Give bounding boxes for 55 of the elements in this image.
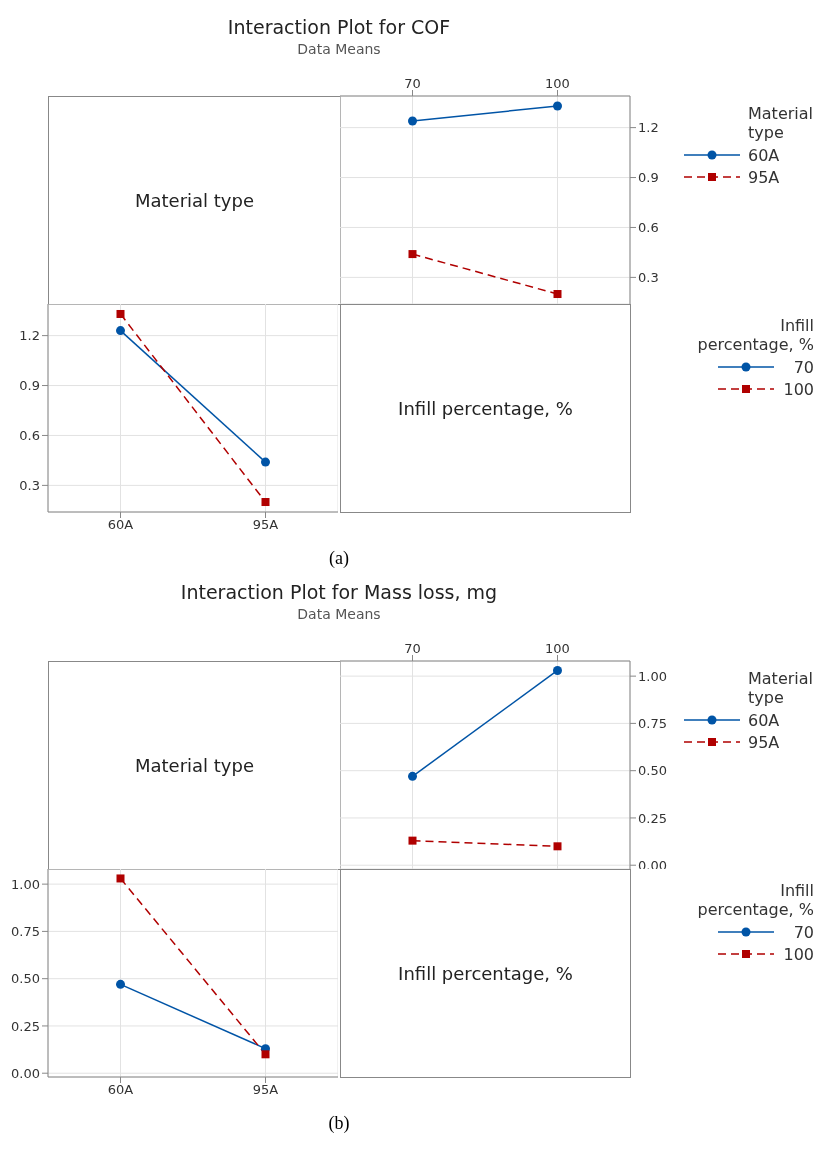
point <box>116 309 125 318</box>
y-tick-label: 0.9 <box>638 170 659 186</box>
text: 100 <box>783 944 814 964</box>
y-tick-label: 0.50 <box>638 763 667 779</box>
legend-label: 60A <box>747 145 781 165</box>
chart-subtitle: Data Means <box>296 606 382 622</box>
chart-title: Interaction Plot for COF <box>226 16 452 38</box>
point <box>261 1050 270 1059</box>
y-tick-label: 0.00 <box>638 857 667 873</box>
point <box>408 836 417 845</box>
point <box>553 842 562 851</box>
legend-label: 60A <box>747 710 781 730</box>
point <box>408 771 417 781</box>
point <box>116 874 125 883</box>
y-tick-label: 0.25 <box>11 1018 40 1034</box>
point <box>261 498 270 507</box>
y-tick-label: 0.75 <box>638 716 667 732</box>
point <box>553 101 562 111</box>
text: Infill percentage, % <box>697 316 814 354</box>
text: Infill percentage, % <box>697 881 814 919</box>
point <box>553 290 562 299</box>
y-tick-label: 0.6 <box>19 428 40 444</box>
y-tick-label: 0.75 <box>11 924 40 940</box>
y-tick-label: 0.3 <box>638 269 659 285</box>
y-tick-label: 0.25 <box>638 810 667 826</box>
chart-title: Interaction Plot for Mass loss, mg <box>179 581 499 603</box>
y-tick-label: 1.00 <box>11 876 40 892</box>
label-box: Infill percentage, % <box>340 869 631 1078</box>
legend-title: Material type <box>747 669 814 707</box>
text: 100 <box>783 379 814 399</box>
y-tick-label: 1.00 <box>638 668 667 684</box>
point <box>408 116 417 126</box>
y-tick-label: 1.2 <box>638 120 659 136</box>
y-tick-label: 0.00 <box>11 1065 40 1081</box>
legend-label: 95A <box>747 167 781 187</box>
y-tick-label: 1.2 <box>19 328 40 344</box>
label-box: Infill percentage, % <box>340 304 631 513</box>
point <box>116 326 125 336</box>
text: 70 <box>793 922 814 942</box>
point <box>261 457 270 467</box>
point <box>116 979 125 989</box>
y-tick-label: 0.3 <box>19 477 40 493</box>
point <box>553 665 562 675</box>
y-tick-label: 0.6 <box>638 220 659 236</box>
point <box>408 250 417 259</box>
text: (a) <box>329 548 349 568</box>
label-box: Material type <box>48 96 341 305</box>
label-box: Material type <box>48 661 341 870</box>
y-tick-label: 0.9 <box>19 378 40 394</box>
chart-subtitle: Data Means <box>296 41 382 57</box>
text: (b) <box>328 1113 350 1133</box>
legend-title: Material type <box>747 104 814 142</box>
legend-label: 95A <box>747 732 781 752</box>
y-tick-label: 0.50 <box>11 971 40 987</box>
text: 70 <box>793 357 814 377</box>
